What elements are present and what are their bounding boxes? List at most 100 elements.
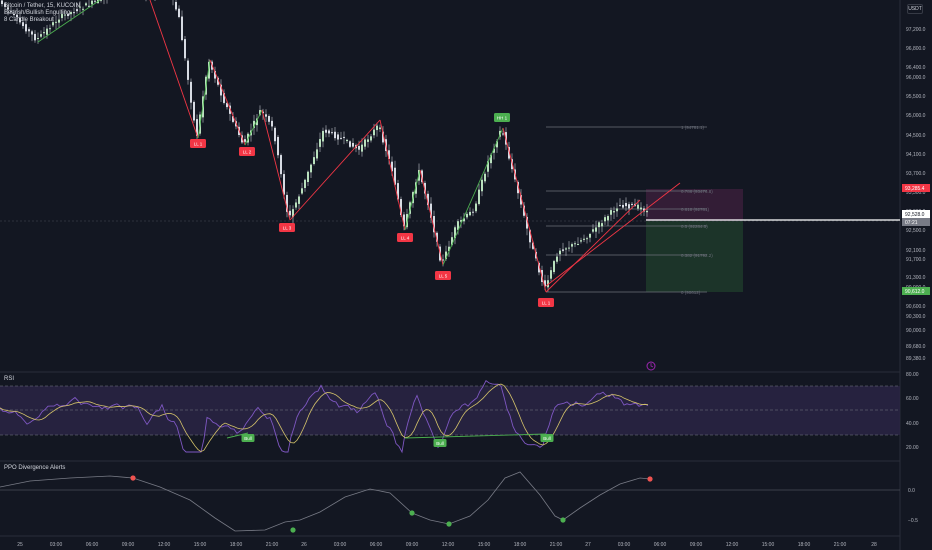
time-tick-label: 06:00 xyxy=(654,542,667,548)
candle-down xyxy=(433,216,435,233)
candle-up xyxy=(37,38,39,40)
candle-up xyxy=(379,127,381,130)
legend-indicator-breakout[interactable]: 8 Candle Breakout xyxy=(4,17,54,23)
candle-up xyxy=(583,238,585,240)
time-tick-label: 09:00 xyxy=(690,542,703,548)
rsi-line xyxy=(0,379,649,454)
time-tick-label: 21:00 xyxy=(550,542,563,548)
ppo-pane-label[interactable]: PPO Divergence Alerts xyxy=(4,465,66,471)
zigzag-line xyxy=(289,119,381,221)
candle-up xyxy=(49,28,51,30)
candle-up xyxy=(40,34,42,37)
candle-up xyxy=(298,196,300,204)
time-tick-label: 25 xyxy=(17,542,23,548)
fib-level-label: 0.382 (91792.2) xyxy=(681,253,713,258)
fib-level-label: 0.5 (92284.5) xyxy=(681,224,708,229)
legend-symbol[interactable]: Bitcoin / Tether, 15, KUCOIN xyxy=(4,3,80,9)
candle-down xyxy=(526,216,528,229)
candle-up xyxy=(490,154,492,164)
candle-up xyxy=(445,251,447,259)
candle-up xyxy=(610,210,612,215)
time-tick-label: 12:00 xyxy=(158,542,171,548)
candle-down xyxy=(4,3,6,7)
swing-label-hh-bg xyxy=(494,113,510,122)
rsi-pane-label[interactable]: RSI xyxy=(4,376,15,382)
ppo-line xyxy=(0,471,651,532)
candle-up xyxy=(415,182,417,194)
price-tick-label: 97,200.0 xyxy=(906,27,926,33)
candle-up xyxy=(43,32,45,34)
candle-up xyxy=(577,244,579,246)
candle-down xyxy=(328,130,330,134)
candle-down xyxy=(436,232,438,242)
price-badge-lower: 90,612.0 xyxy=(905,289,925,295)
ppo-signal-dot xyxy=(647,476,653,482)
rsi-tick-label: 60.00 xyxy=(906,396,919,402)
candle-down xyxy=(226,103,228,108)
candle-up xyxy=(487,161,489,172)
candle-down xyxy=(538,263,540,273)
candle-down xyxy=(34,33,36,41)
zigzag-line xyxy=(244,109,263,146)
zigzag-line xyxy=(545,182,681,287)
price-tick-label: 92,500.0 xyxy=(906,228,926,234)
alert-clock-icon xyxy=(646,361,656,371)
candle-down xyxy=(28,29,30,32)
candle-down xyxy=(73,12,75,14)
candle-up xyxy=(568,247,570,249)
time-tick-label: 09:00 xyxy=(122,542,135,548)
candle-up xyxy=(478,189,480,205)
candle-up xyxy=(373,129,375,136)
candle-up xyxy=(367,139,369,142)
candle-up xyxy=(361,144,363,152)
candle-down xyxy=(391,161,393,172)
candle-up xyxy=(319,139,321,147)
candle-down xyxy=(280,155,282,175)
candle-up xyxy=(409,202,411,214)
long-zone xyxy=(646,221,743,292)
candle-down xyxy=(352,142,354,147)
ppo-signal-dot xyxy=(560,517,566,523)
time-tick-label: 21:00 xyxy=(834,542,847,548)
time-tick-label: 15:00 xyxy=(762,542,775,548)
price-badge-upper: 93,285.4 xyxy=(905,186,925,192)
candle-down xyxy=(334,131,336,139)
candle-down xyxy=(622,204,624,208)
candle-up xyxy=(463,218,465,222)
time-tick-label: 18:00 xyxy=(514,542,527,548)
candle-down xyxy=(190,81,192,103)
candle-down xyxy=(19,17,21,23)
zigzag-line xyxy=(149,0,199,139)
price-tick-label: 93,300.0 xyxy=(906,190,926,196)
candle-down xyxy=(517,182,519,194)
candle-down xyxy=(403,214,405,227)
currency-badge[interactable]: USDT xyxy=(907,4,923,14)
candle-up xyxy=(313,157,315,165)
candle-up xyxy=(469,211,471,216)
price-badge-lower-bg xyxy=(902,287,930,295)
candle-up xyxy=(607,216,609,221)
candle-up xyxy=(586,238,588,240)
zigzag-line xyxy=(502,127,547,293)
candle-down xyxy=(631,203,633,205)
price-tick-label: 89,380.0 xyxy=(906,356,926,362)
ppo-signal-dot xyxy=(409,510,415,516)
candle-up xyxy=(493,148,495,153)
candle-down xyxy=(562,249,564,251)
candle-up xyxy=(295,202,297,208)
swing-label-ll: LL 1 xyxy=(194,141,203,146)
candle-up xyxy=(556,256,558,262)
candle-down xyxy=(472,211,474,213)
candle-down xyxy=(331,132,333,134)
candle-up xyxy=(79,6,81,8)
candle-down xyxy=(421,170,423,183)
candle-up xyxy=(100,0,102,1)
candle-down xyxy=(76,9,78,12)
candle-up xyxy=(565,248,567,250)
candle-up xyxy=(259,110,261,115)
ppo-signal-dot xyxy=(130,475,136,481)
legend-indicator-engulfing[interactable]: Bearish/Bullish Engulfing xyxy=(4,10,71,16)
candle-up xyxy=(85,3,87,6)
